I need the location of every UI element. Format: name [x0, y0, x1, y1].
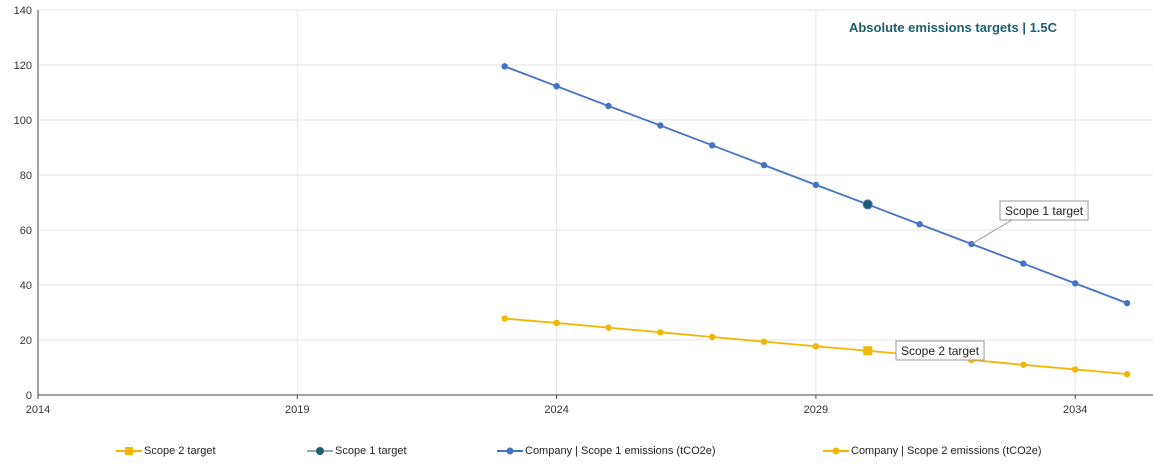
- callout-box: [895, 340, 985, 361]
- y-tick-label: 60: [20, 225, 32, 237]
- legend-label: Scope 2 target: [144, 445, 216, 457]
- y-tick-label: 80: [20, 170, 32, 182]
- y-tick-label: 20: [20, 335, 32, 347]
- data-point-company-scope-2-emissions-tco2e: [1020, 361, 1027, 368]
- data-point-company-scope-1-emissions-tco2e: [760, 161, 768, 169]
- data-point-company-scope-2-emissions-tco2e: [708, 333, 716, 341]
- callout-leader: [971, 219, 1013, 245]
- data-point-company-scope-1-emissions-tco2e: [501, 63, 508, 70]
- callouts: Scope 1 target Scope 2 target: [895, 200, 1089, 361]
- legend-label: Company | Scope 1 emissions (tCO2e): [525, 445, 716, 457]
- data-point-company-scope-1-emissions-tco2e: [812, 181, 820, 189]
- y-tick-label: 120: [14, 60, 32, 72]
- legend-item-scope-2-target[interactable]: Scope 2 target: [116, 445, 216, 457]
- y-tick-label: 140: [14, 5, 32, 17]
- y-tick-label: 40: [20, 280, 32, 292]
- data-point-scope-1-target: [862, 199, 873, 210]
- x-tick-label: 2024: [544, 404, 568, 416]
- data-point-company-scope-1-emissions-tco2e: [657, 122, 664, 129]
- x-tick-label: 2019: [285, 404, 309, 416]
- legend-label: Company | Scope 2 emissions (tCO2e): [851, 445, 1042, 457]
- data-point-company-scope-1-emissions-tco2e: [708, 142, 716, 149]
- legend-item-scope-1-target[interactable]: Scope 1 target: [307, 445, 407, 457]
- series-points: [501, 63, 1131, 378]
- data-point-company-scope-1-emissions-tco2e: [605, 102, 612, 110]
- axes: 0 20 40 60 80 100 120 140 2014 2019 2024 2029 2034: [14, 5, 1153, 416]
- data-point-scope-2-target: [863, 346, 873, 356]
- y-tick-label: 0: [26, 390, 32, 402]
- emissions-chart: 0 20 40 60 80 100 120 140 2014 2019 2024 2029 2034 S…: [14, 5, 1153, 416]
- callout-label: Scope 2 target: [901, 344, 980, 358]
- data-point-company-scope-1-emissions-tco2e: [1020, 260, 1027, 267]
- x-tick-label: 2014: [26, 404, 50, 416]
- legend-marker-circle-icon: [497, 447, 523, 455]
- y-tick-label: 100: [14, 115, 32, 127]
- x-tick-label: 2029: [804, 404, 828, 416]
- legend-marker-square-icon: [116, 447, 142, 455]
- legend-marker-circle-icon: [307, 447, 333, 455]
- data-point-company-scope-1-emissions-tco2e: [916, 221, 923, 228]
- legend: Scope 2 target Scope 1 target Company | …: [0, 445, 1153, 463]
- legend-label: Scope 1 target: [335, 445, 407, 457]
- callout-label: Scope 1 target: [1005, 204, 1084, 218]
- data-point-company-scope-1-emissions-tco2e: [553, 82, 560, 90]
- data-point-company-scope-1-emissions-tco2e: [1123, 299, 1131, 307]
- x-tick-label: 2034: [1063, 404, 1087, 416]
- data-point-company-scope-2-emissions-tco2e: [760, 338, 768, 345]
- data-point-company-scope-2-emissions-tco2e: [605, 324, 612, 331]
- legend-item-scope-1-emissions[interactable]: Company | Scope 1 emissions (tCO2e): [497, 445, 716, 457]
- chart-title: Absolute emissions targets | 1.5C: [849, 20, 1058, 35]
- data-point-company-scope-2-emissions-tco2e: [553, 319, 560, 327]
- legend-marker-circle-icon: [823, 447, 849, 455]
- data-point-company-scope-2-emissions-tco2e: [1072, 366, 1079, 373]
- data-point-company-scope-1-emissions-tco2e: [1072, 280, 1079, 287]
- grid-lines: [38, 9, 1153, 395]
- data-point-company-scope-2-emissions-tco2e: [501, 315, 508, 322]
- data-point-company-scope-2-emissions-tco2e: [812, 343, 820, 350]
- data-point-company-scope-2-emissions-tco2e: [657, 329, 664, 336]
- data-point-company-scope-2-emissions-tco2e: [1123, 370, 1131, 378]
- legend-item-scope-2-emissions[interactable]: Company | Scope 2 emissions (tCO2e): [823, 445, 1042, 457]
- callout-box: [999, 200, 1089, 221]
